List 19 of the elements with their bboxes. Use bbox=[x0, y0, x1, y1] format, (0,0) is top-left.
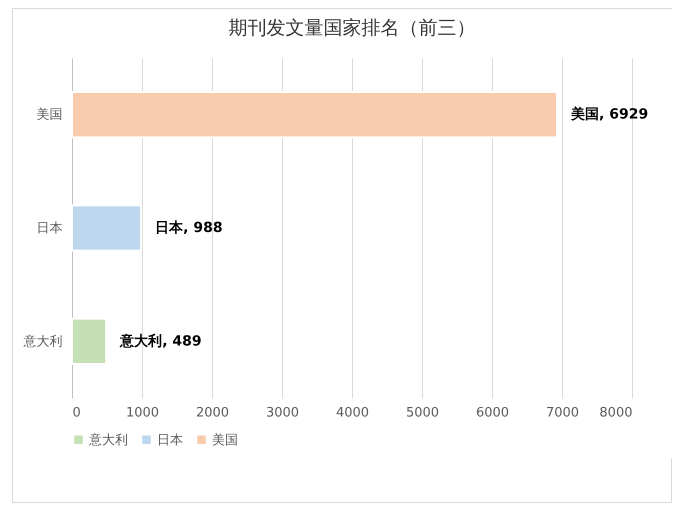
y-tick-label: 美国 bbox=[36, 106, 62, 123]
legend-label: 意大利 bbox=[88, 432, 128, 448]
x-tick-label: 5000 bbox=[406, 406, 440, 420]
legend-label: 美国 bbox=[212, 432, 238, 448]
y-tick-label: 日本 bbox=[36, 221, 62, 236]
x-tick-label: 8000 bbox=[599, 406, 632, 420]
x-tick-label: 0 bbox=[72, 406, 81, 420]
x-tick-label: 6000 bbox=[476, 406, 510, 420]
legend-label: 日本 bbox=[157, 432, 183, 448]
chart-title: 期刊发文量国家排名（前三） bbox=[228, 17, 476, 39]
data-label: 意大利, 489 bbox=[119, 332, 202, 350]
y-tick-label: 意大利 bbox=[22, 334, 62, 350]
x-tick-label: 7000 bbox=[546, 406, 580, 420]
x-tick-label: 3000 bbox=[266, 406, 300, 420]
x-tick-label: 4000 bbox=[336, 406, 370, 420]
data-label: 美国, 6929 bbox=[570, 106, 648, 123]
x-tick-label: 1000 bbox=[126, 406, 160, 420]
x-tick-label: 2000 bbox=[196, 406, 230, 420]
data-label: 日本, 988 bbox=[155, 220, 223, 236]
